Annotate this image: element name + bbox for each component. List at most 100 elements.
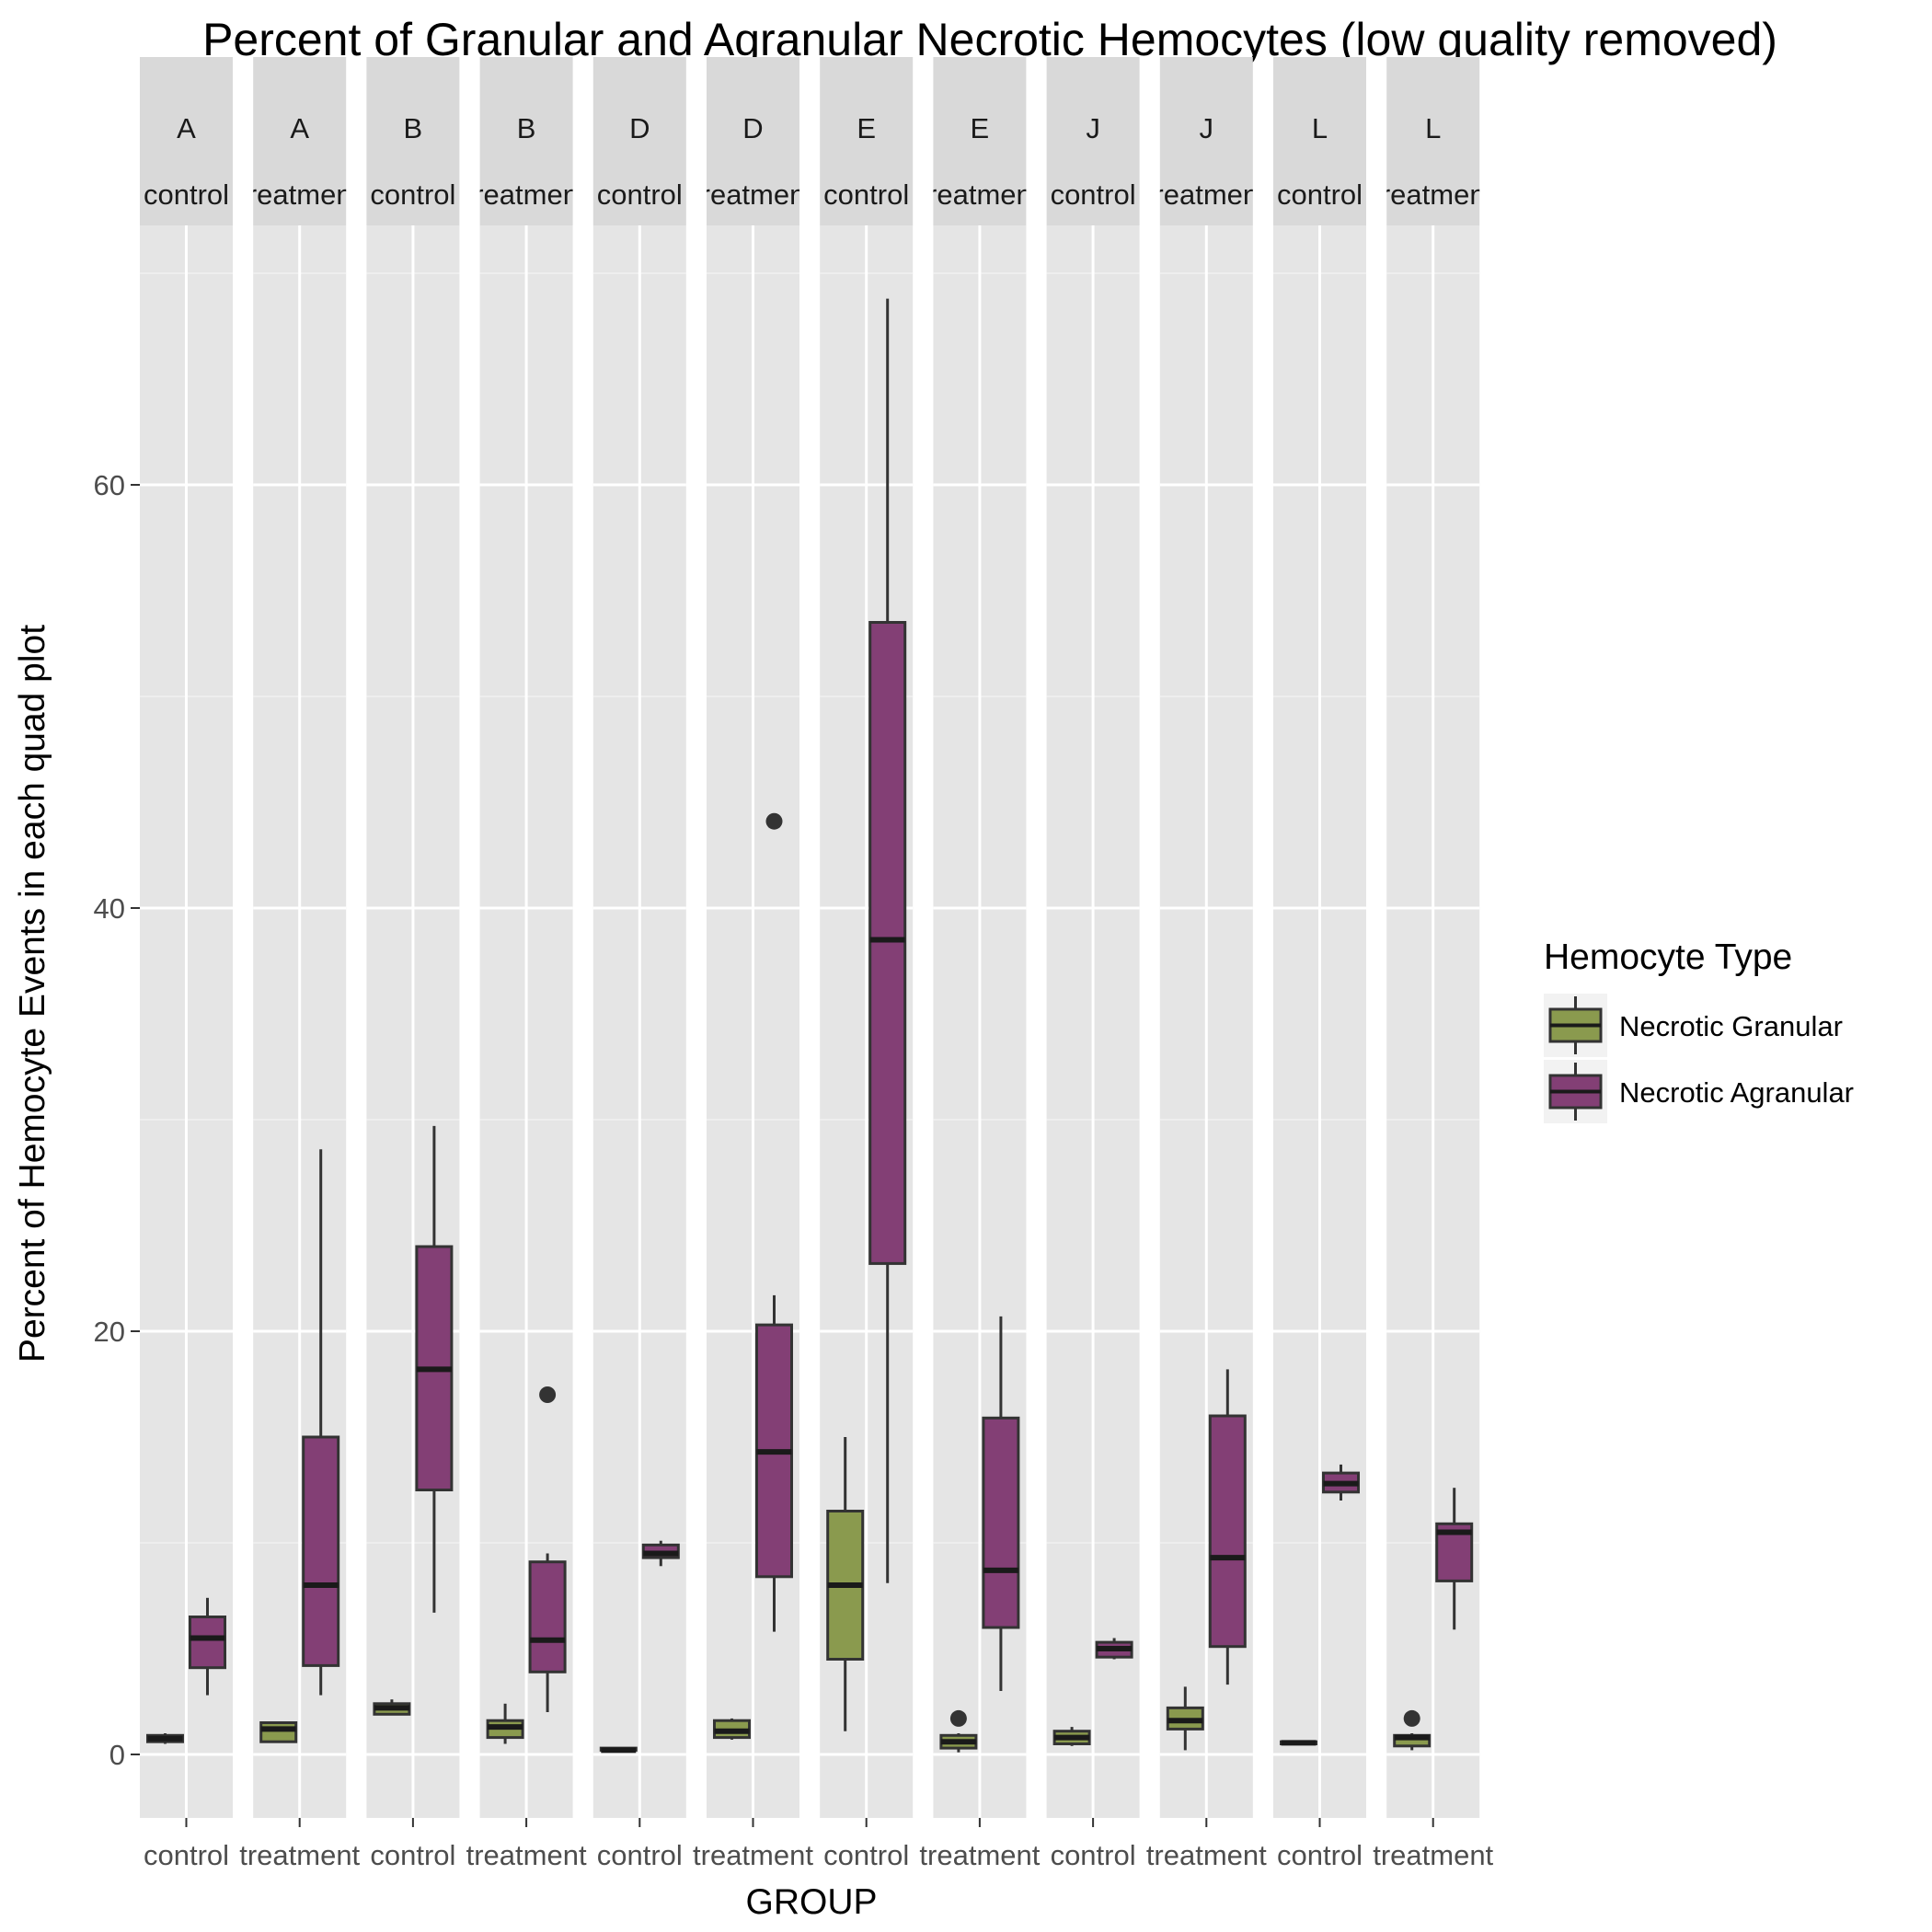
box-granular: [486, 1703, 524, 1744]
strip-label-group: treatment: [466, 178, 587, 211]
box-agranular: [755, 812, 793, 1632]
strip-label-group: control: [1277, 178, 1363, 211]
box-granular: [713, 1718, 751, 1740]
strip-label-group: control: [370, 178, 455, 211]
box-iqr: [528, 1560, 567, 1673]
box-granular: [1280, 1740, 1317, 1746]
strip-label-site: J: [1086, 112, 1100, 144]
strip-background: [820, 57, 914, 225]
x-tick-label: control: [1051, 1839, 1136, 1871]
strip-label-site: B: [404, 112, 423, 144]
box-agranular: [982, 1316, 1020, 1691]
box-agranular: [1208, 1369, 1247, 1685]
strip-label-site: A: [177, 112, 196, 144]
strip-label-group: treatment: [919, 178, 1040, 211]
box-granular: [1393, 1709, 1432, 1751]
y-tick-label: 20: [94, 1316, 125, 1348]
strip-background: [1386, 57, 1480, 225]
strip-background: [707, 57, 799, 225]
box-granular: [259, 1721, 298, 1743]
box-agranular: [1322, 1464, 1360, 1501]
x-axis-title: GROUP: [745, 1882, 877, 1922]
box-agranular: [302, 1149, 340, 1696]
strip-label-group: control: [597, 178, 683, 211]
y-axis-title: Percent of Hemocyte Events in each quad …: [13, 625, 52, 1363]
strip-background: [1273, 57, 1366, 225]
box-granular: [826, 1437, 865, 1731]
strip-label-group: treatment: [693, 178, 813, 211]
strip-label-group: treatment: [1373, 178, 1493, 211]
x-tick-label: treatment: [919, 1839, 1040, 1871]
box-agranular: [1095, 1638, 1133, 1660]
box-granular: [599, 1746, 638, 1754]
x-tick-label: treatment: [1373, 1839, 1493, 1871]
x-tick-label: control: [144, 1839, 229, 1871]
box-iqr: [189, 1616, 226, 1670]
strip-label-site: D: [742, 112, 763, 144]
box-agranular: [868, 298, 907, 1583]
x-tick-label: control: [1277, 1839, 1363, 1871]
box-iqr: [1208, 1414, 1247, 1649]
strip-label-site: L: [1425, 112, 1441, 144]
legend-item: Necrotic Agranular: [1544, 1060, 1854, 1123]
y-axis: 0 20 40 60: [94, 469, 140, 1771]
box-granular: [1052, 1727, 1091, 1746]
strip-label-site: E: [857, 112, 876, 144]
strip-background: [592, 57, 686, 225]
box-iqr: [302, 1435, 340, 1667]
outlier-point: [765, 812, 783, 830]
legend-item: Necrotic Granular: [1544, 994, 1843, 1057]
outlier-point: [539, 1386, 557, 1403]
box-granular: [373, 1699, 411, 1716]
strip-background: [253, 57, 347, 225]
strip-label-group: control: [823, 178, 909, 211]
strip-background: [1159, 57, 1253, 225]
legend-title: Hemocyte Type: [1544, 937, 1792, 977]
x-tick-label: treatment: [239, 1839, 360, 1871]
strip-background: [933, 57, 1027, 225]
facet-panels: AcontrolcontrolAtreatmenttreatmentBcontr…: [140, 57, 1494, 1871]
legend-label: Necrotic Granular: [1619, 1010, 1843, 1042]
outlier-point: [1403, 1709, 1420, 1727]
outlier-point: [949, 1709, 967, 1727]
box-iqr: [982, 1416, 1020, 1629]
box-granular: [939, 1709, 978, 1753]
strip-label-site: B: [517, 112, 536, 144]
x-tick-label: treatment: [466, 1839, 587, 1871]
box-granular: [146, 1733, 184, 1744]
chart-title: Percent of Granular and Agranular Necrot…: [202, 14, 1777, 65]
y-tick-label: 40: [94, 892, 125, 925]
strip-background: [366, 57, 460, 225]
strip-label-group: control: [1051, 178, 1136, 211]
strip-background: [140, 57, 233, 225]
x-tick-label: treatment: [1146, 1839, 1267, 1871]
box-iqr: [259, 1721, 298, 1743]
legend-label: Necrotic Agranular: [1619, 1076, 1854, 1109]
box-agranular: [415, 1125, 454, 1613]
legend: Hemocyte Type Necrotic Granular Necrotic …: [1544, 937, 1854, 1123]
y-tick-label: 0: [109, 1739, 125, 1771]
x-tick-label: treatment: [693, 1839, 813, 1871]
strip-label-group: treatment: [1146, 178, 1267, 211]
strip-label-group: control: [144, 178, 229, 211]
x-tick-label: control: [370, 1839, 455, 1871]
x-tick-label: control: [597, 1839, 683, 1871]
strip-label-site: E: [971, 112, 990, 144]
box-agranular: [189, 1597, 226, 1696]
box-iqr: [868, 621, 907, 1265]
box-granular: [1166, 1686, 1204, 1751]
x-tick-label: control: [823, 1839, 909, 1871]
strip-label-site: D: [629, 112, 650, 144]
